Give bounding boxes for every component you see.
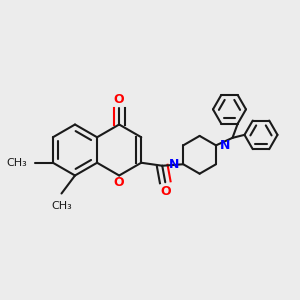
Text: O: O [160, 185, 171, 198]
Text: O: O [114, 176, 124, 189]
Text: N: N [169, 158, 180, 171]
Text: CH₃: CH₃ [51, 201, 72, 211]
Text: N: N [220, 139, 230, 152]
Text: CH₃: CH₃ [7, 158, 27, 168]
Text: O: O [114, 93, 124, 106]
